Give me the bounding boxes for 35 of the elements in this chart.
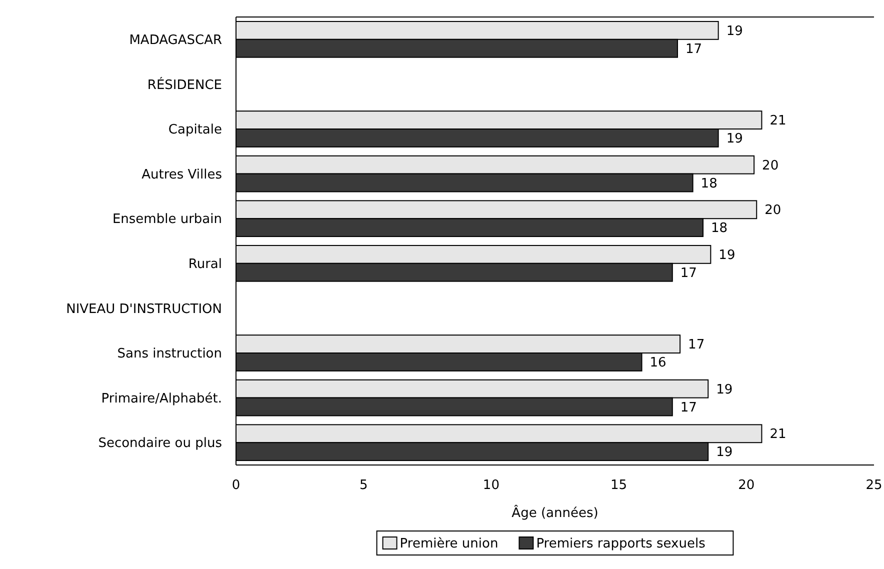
y-tick-label: Sans instruction <box>117 346 222 362</box>
y-tick-label: RÉSIDENCE <box>147 76 222 93</box>
y-tick-label: MADAGASCAR <box>129 32 222 48</box>
data-label: 17 <box>685 42 702 57</box>
x-tick-label: 25 <box>866 478 882 493</box>
data-label: 21 <box>770 114 786 129</box>
data-label: 17 <box>688 338 705 353</box>
x-tick-label: 15 <box>610 478 628 493</box>
data-label: 18 <box>711 221 728 236</box>
x-tick-label: 0 <box>232 478 240 493</box>
y-tick-label: Primaire/Alphabét. <box>101 391 222 406</box>
x-tick-label: 10 <box>482 478 500 493</box>
y-tick-label: NIVEAU D'INSTRUCTION <box>66 302 222 317</box>
x-tick-label: 5 <box>359 478 368 493</box>
data-label: 19 <box>718 248 736 263</box>
data-label: 18 <box>700 176 718 192</box>
x-tick-label: 20 <box>738 478 755 493</box>
data-label: 17 <box>680 400 697 416</box>
y-tick-label: Secondaire ou plus <box>98 436 222 452</box>
data-label: 17 <box>680 266 697 281</box>
data-label: 19 <box>716 445 733 460</box>
x-axis-title: Âge (années) <box>512 504 598 521</box>
data-label: 19 <box>716 382 733 398</box>
legend-label: Première union <box>400 536 498 552</box>
y-tick-label: Autres Villes <box>142 167 222 182</box>
data-label: 16 <box>650 356 666 371</box>
data-label: 21 <box>770 427 786 442</box>
data-label: 19 <box>726 24 743 39</box>
y-tick-label: Capitale <box>168 122 222 138</box>
data-label: 20 <box>764 203 782 218</box>
y-tick-label: Rural <box>188 256 222 272</box>
legend-label: Premiers rapports sexuels <box>536 536 706 552</box>
data-label: 19 <box>726 132 743 147</box>
data-label: 20 <box>762 158 779 174</box>
y-tick-label: Ensemble urbain <box>112 212 222 228</box>
